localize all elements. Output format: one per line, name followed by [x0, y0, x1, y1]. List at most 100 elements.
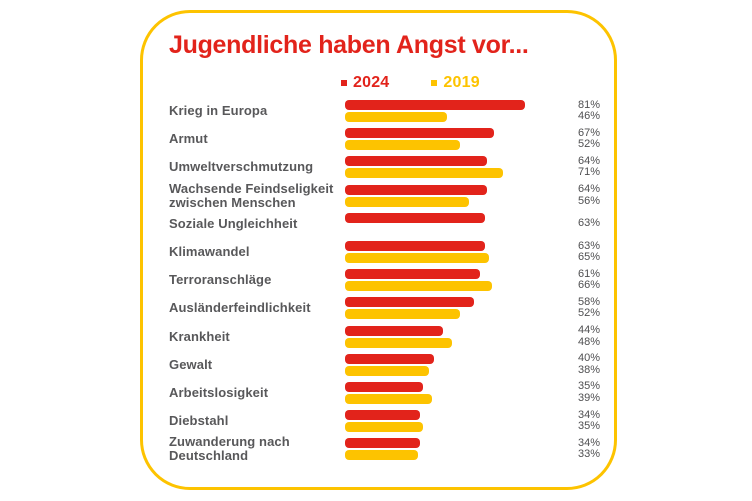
bar-group: [345, 381, 567, 404]
bar-2024: [345, 269, 481, 280]
value-2024: 63%: [578, 217, 601, 230]
legend-label-2024: 2024: [353, 74, 390, 91]
bar-group: [345, 100, 567, 123]
value-2019: 52%: [578, 307, 601, 320]
bar-group: [345, 212, 567, 235]
value-2019: 38%: [578, 363, 601, 376]
bar-2024: [345, 381, 423, 392]
chart-row: Soziale Ungleichheit 63%: [169, 210, 612, 238]
chart-row: Arbeitslosigkeit 35% 39%: [169, 379, 612, 407]
category-label: Krankheit: [169, 328, 230, 344]
bar-2019: [345, 337, 452, 348]
chart-row: Gewalt 40% 38%: [169, 351, 612, 379]
legend-label-2019: 2019: [443, 74, 480, 91]
category-label: Gewalt: [169, 356, 213, 372]
value-2019: 56%: [578, 194, 601, 207]
value-2019: 66%: [578, 279, 601, 292]
bar-2024: [345, 410, 421, 421]
bar-group: [345, 353, 567, 376]
category-label: Armut: [169, 131, 208, 147]
infographic-card: Jugendliche haben Angst vor... 2024 2019…: [140, 10, 617, 490]
bar-2019: [345, 393, 432, 404]
bar-2024: [345, 128, 494, 139]
category-label: Wachsende Feindseligkeit zwischen Mensch…: [169, 180, 334, 210]
bar-group: [345, 297, 567, 320]
chart-row: Krankheit 44% 48%: [169, 323, 612, 351]
bar-2019: [345, 365, 430, 376]
chart-row: Armut 67% 52%: [169, 125, 612, 153]
value-2024: 35%: [578, 380, 601, 393]
bar-2024: [345, 184, 488, 195]
value-labels: 64% 56%: [567, 184, 612, 207]
value-2024: 34%: [578, 436, 601, 449]
bar-group: [345, 184, 567, 207]
chart-row: Terroranschläge 61% 66%: [169, 266, 612, 294]
chart-row: Wachsende Feindseligkeit zwischen Mensch…: [169, 180, 612, 210]
category-label: Diebstahl: [169, 413, 229, 429]
category-label: Terroranschläge: [169, 272, 272, 288]
chart-row: Ausländerfeindlichkeit 58% 52%: [169, 294, 612, 322]
value-2024: 64%: [578, 154, 601, 167]
value-2024: 58%: [578, 295, 601, 308]
chart-rows: Krieg in Europa 81% 46% Armut 67% 52% Um…: [169, 97, 612, 463]
value-2019: 39%: [578, 391, 601, 404]
value-2024: 67%: [578, 126, 601, 139]
value-2019: 33%: [578, 448, 601, 461]
value-labels: 34% 35%: [567, 408, 612, 433]
value-2019: 35%: [578, 420, 601, 433]
category-label: Soziale Ungleichheit: [169, 215, 298, 231]
chart-row: Klimawandel 63% 65%: [169, 238, 612, 266]
bar-2019: [345, 112, 448, 123]
bar-2019: [345, 450, 419, 461]
bar-group: [345, 156, 567, 179]
value-labels: 34% 33%: [567, 436, 612, 461]
bar-2024: [345, 297, 474, 308]
bar-group: [345, 410, 567, 433]
bar-2024: [345, 353, 434, 364]
value-labels: 67% 52%: [567, 126, 612, 151]
legend-item-2024: 2024: [341, 74, 389, 92]
value-labels: 63%: [567, 218, 612, 230]
bar-2024: [345, 156, 488, 167]
category-label: Ausländerfeindlichkeit: [169, 300, 311, 316]
category-label: Umweltverschmutzung: [169, 159, 314, 175]
value-labels: 58% 52%: [567, 295, 612, 320]
value-labels: 63% 65%: [567, 239, 612, 264]
bar-group: [345, 128, 567, 151]
value-2024: 34%: [578, 408, 601, 421]
value-2024: 63%: [578, 239, 601, 252]
chart-legend: 2024 2019: [341, 74, 480, 92]
bar-2019: [345, 168, 503, 179]
value-2019: 46%: [578, 110, 601, 123]
value-labels: 44% 48%: [567, 325, 612, 348]
bar-2019: [345, 309, 461, 320]
bar-2019: [345, 253, 490, 264]
legend-swatch-2024-icon: [341, 80, 347, 86]
value-labels: 35% 39%: [567, 381, 612, 404]
category-label: Zuwanderung nach Deutschland: [169, 434, 290, 464]
value-labels: 40% 38%: [567, 353, 612, 376]
bar-group: [345, 241, 567, 264]
bar-2024: [345, 241, 485, 252]
bar-2024: [345, 325, 443, 336]
chart-row: Zuwanderung nach Deutschland 34% 33%: [169, 435, 612, 463]
bar-group: [345, 438, 567, 461]
value-2019: 71%: [578, 166, 601, 179]
bar-group: [345, 269, 567, 292]
value-labels: 81% 46%: [567, 98, 612, 123]
value-labels: 64% 71%: [567, 154, 612, 179]
chart-row: Umweltverschmutzung 64% 71%: [169, 153, 612, 181]
chart-title: Jugendliche haben Angst vor...: [169, 31, 529, 59]
category-label: Klimawandel: [169, 244, 250, 260]
bar-2019: [345, 422, 423, 433]
bar-2024: [345, 100, 525, 111]
value-2024: 81%: [578, 98, 601, 111]
value-2019: 65%: [578, 251, 601, 264]
value-2024: 44%: [578, 324, 601, 337]
category-label: Arbeitslosigkeit: [169, 384, 269, 400]
value-2024: 64%: [578, 183, 601, 196]
bar-2024: [345, 212, 485, 223]
value-2024: 61%: [578, 267, 601, 280]
chart-row: Krieg in Europa 81% 46%: [169, 97, 612, 125]
